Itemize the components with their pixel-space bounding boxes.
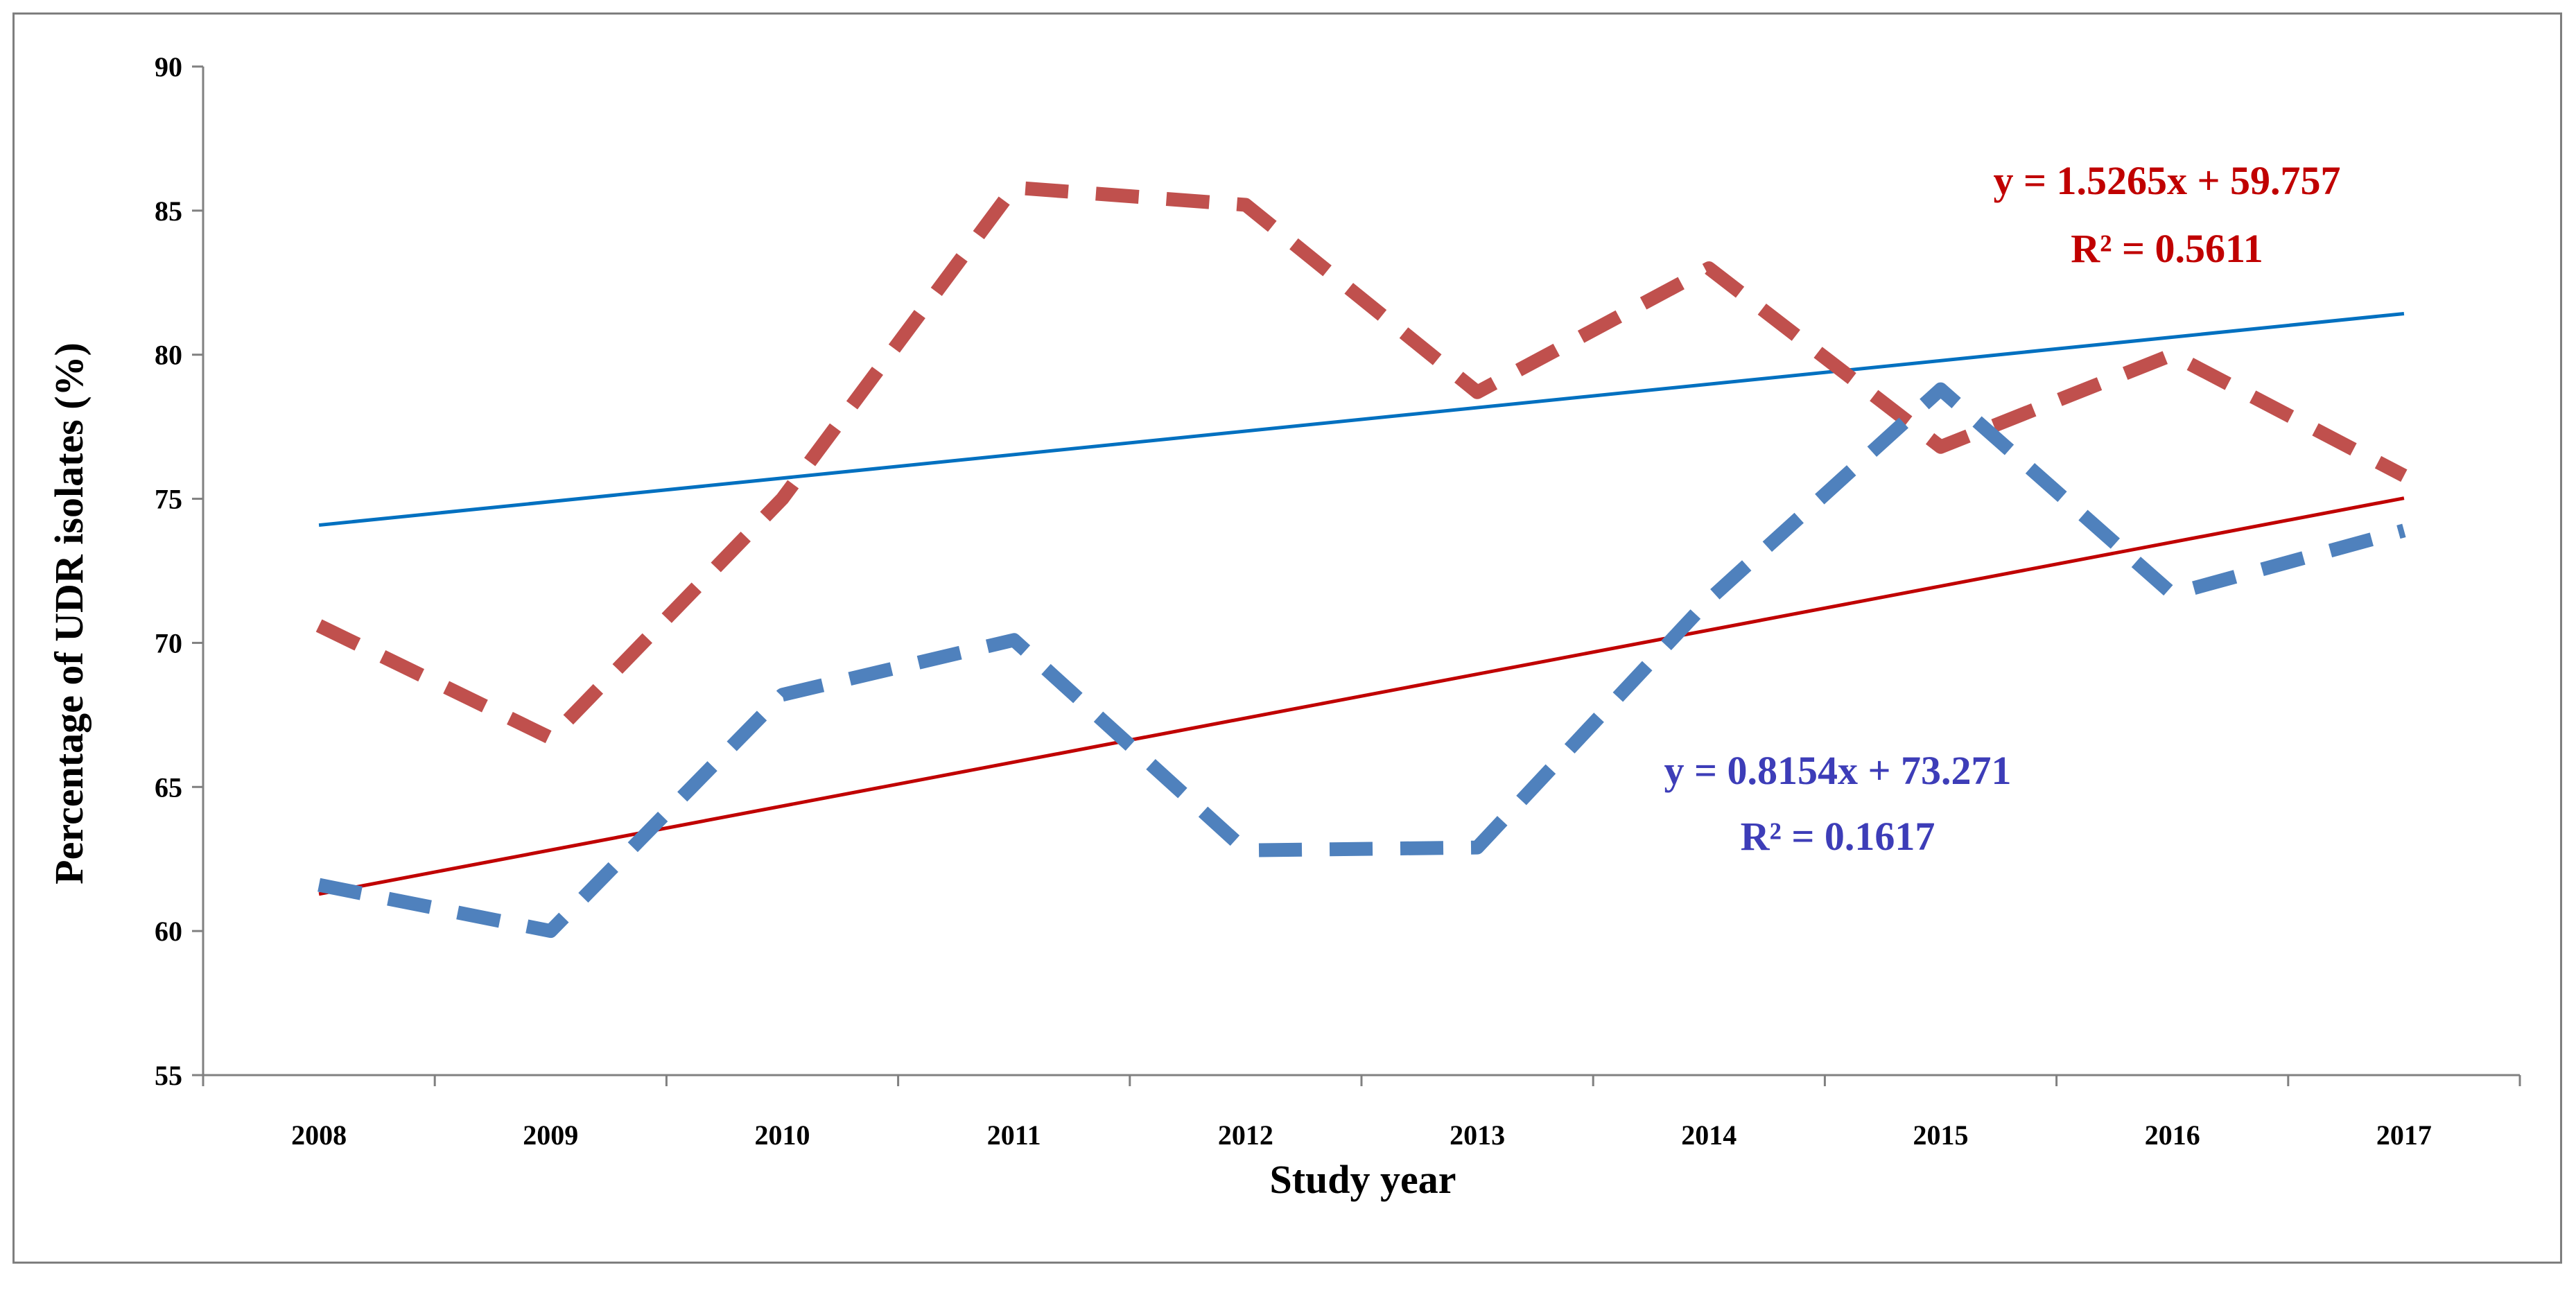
series-lines: [315, 180, 2408, 939]
y-tick-label: 60: [155, 916, 182, 947]
x-tick-label: 2009: [523, 1119, 578, 1151]
x-tick-label: 2011: [987, 1119, 1041, 1151]
x-tick-label: 2010: [755, 1119, 810, 1151]
x-tick-label: 2017: [2376, 1119, 2432, 1151]
blue-trendline: [318, 311, 2405, 528]
red-trendline: [318, 496, 2405, 896]
y-tick-label: 85: [155, 195, 182, 227]
x-ticks: 2008 2009 2010 2011 2012 2013 2014 2015 2016 2017: [202, 1075, 2521, 1151]
x-tick-label: 2013: [1450, 1119, 1505, 1151]
blue-trend-equation: y = 0.8154x + 73.271: [1664, 748, 2011, 793]
y-tick-label: 80: [155, 340, 182, 371]
y-axis-title: Percentage of UDR isolates (%): [46, 342, 92, 884]
red-trend-r2: R² = 0.5611: [2071, 226, 2263, 271]
x-axis-title: Study year: [1269, 1157, 1456, 1202]
line-chart: 55 60 65 70 75 80 85 90 2008 2009 2010 2011 2012 201…: [46, 51, 2521, 1202]
y-tick-label: 70: [155, 627, 182, 659]
x-tick-label: 2014: [1681, 1119, 1737, 1151]
red-series-line: [315, 180, 2408, 745]
y-tick-label: 75: [155, 484, 182, 515]
x-tick-label: 2015: [1913, 1119, 1969, 1151]
y-tick-label: 65: [155, 772, 182, 803]
blue-trend-r2: R² = 0.1617: [1741, 814, 1935, 859]
y-ticks: 55 60 65 70 75 80 85 90: [155, 51, 203, 1091]
x-tick-label: 2016: [2145, 1119, 2200, 1151]
y-tick-label: 90: [155, 51, 182, 82]
x-tick-label: 2012: [1218, 1119, 1273, 1151]
chart-frame: 55 60 65 70 75 80 85 90 2008 2009 2010 2011 2012 201…: [12, 12, 2562, 1264]
x-tick-label: 2008: [291, 1119, 347, 1151]
blue-series-line: [317, 382, 2406, 939]
red-trend-equation: y = 1.5265x + 59.757: [1993, 158, 2340, 203]
trendlines: [318, 311, 2405, 896]
y-tick-label: 55: [155, 1060, 182, 1091]
